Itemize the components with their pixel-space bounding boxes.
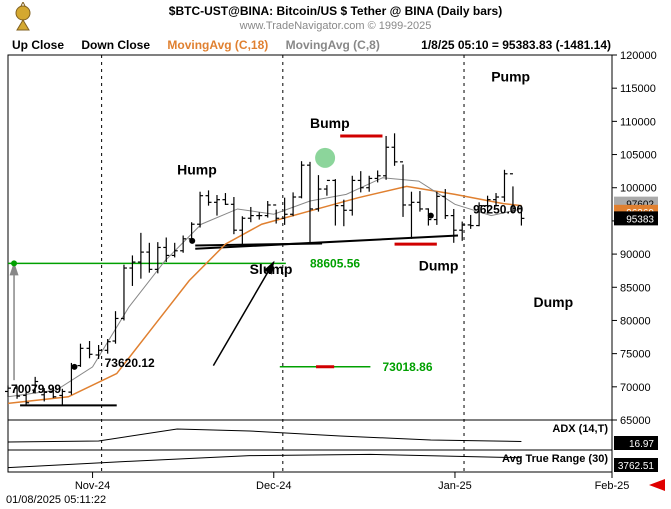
svg-text:80000: 80000: [620, 315, 651, 327]
svg-text:Slump: Slump: [250, 261, 293, 277]
svg-text:100000: 100000: [620, 183, 657, 195]
svg-text:120000: 120000: [620, 50, 657, 62]
svg-text:70000: 70000: [620, 382, 651, 394]
svg-text:Hump: Hump: [177, 161, 217, 177]
svg-text:95383: 95383: [626, 214, 654, 225]
svg-text:16.97: 16.97: [629, 439, 654, 450]
svg-text:3762.51: 3762.51: [618, 461, 655, 472]
chart-container: $BTC-UST@BINA: Bitcoin/US $ Tether @ BIN…: [0, 0, 671, 509]
svg-text:73018.86: 73018.86: [382, 360, 432, 374]
svg-text:96250.00: 96250.00: [473, 203, 523, 217]
footer-timestamp: 01/08/2025 05:11:22: [6, 494, 106, 506]
svg-text:85000: 85000: [620, 282, 651, 294]
svg-text:Jan-25: Jan-25: [438, 480, 472, 492]
svg-text:Bump: Bump: [310, 115, 350, 131]
red-arrow-icon: [649, 479, 665, 491]
svg-text:115000: 115000: [620, 83, 656, 95]
svg-text:Avg True Range (30): Avg True Range (30): [502, 453, 608, 465]
svg-text:105000: 105000: [620, 150, 657, 162]
svg-text:Dump: Dump: [419, 258, 459, 274]
svg-text:Pump: Pump: [491, 69, 530, 85]
svg-text:Feb-25: Feb-25: [595, 480, 630, 492]
svg-text:73620.12: 73620.12: [105, 356, 155, 370]
svg-text:70079.99: 70079.99: [11, 382, 61, 396]
svg-text:65000: 65000: [620, 415, 651, 427]
chart-canvas: 6500070000750008000085000900009500010000…: [0, 0, 671, 509]
svg-text:88605.56: 88605.56: [310, 256, 360, 270]
svg-text:90000: 90000: [620, 249, 651, 261]
svg-text:ADX (14,T): ADX (14,T): [552, 423, 608, 435]
svg-text:Dec-24: Dec-24: [256, 480, 291, 492]
svg-text:110000: 110000: [620, 116, 656, 128]
svg-text:Nov-24: Nov-24: [75, 480, 110, 492]
svg-text:Dump: Dump: [533, 294, 573, 310]
svg-text:75000: 75000: [620, 349, 651, 361]
